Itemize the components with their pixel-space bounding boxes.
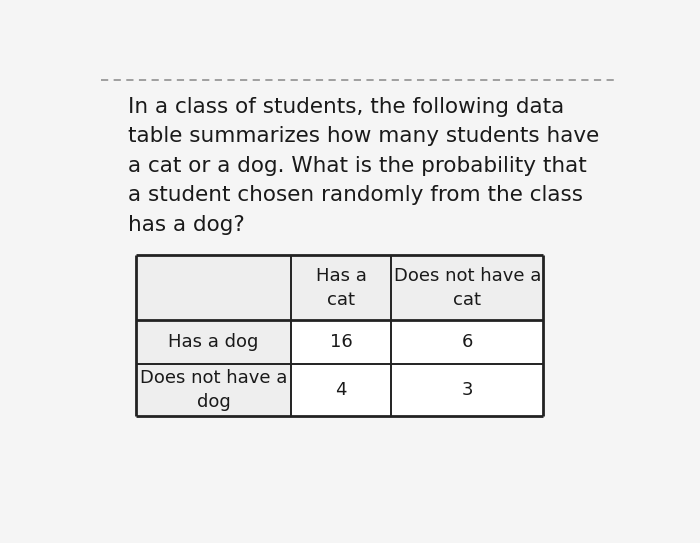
- Text: Does not have a
dog: Does not have a dog: [140, 369, 287, 412]
- Bar: [136, 320, 291, 364]
- Bar: [136, 364, 291, 416]
- Bar: [291, 255, 391, 320]
- Bar: [291, 320, 391, 364]
- Bar: [391, 320, 543, 364]
- Text: 4: 4: [335, 381, 347, 399]
- Bar: [391, 255, 543, 320]
- Text: Has a
cat: Has a cat: [316, 267, 367, 309]
- Text: Does not have a
cat: Does not have a cat: [393, 267, 541, 309]
- Text: 6: 6: [461, 333, 473, 351]
- Bar: [291, 364, 391, 416]
- Bar: [136, 255, 291, 320]
- Text: In a class of students, the following data
table summarizes how many students ha: In a class of students, the following da…: [128, 97, 599, 235]
- Text: 16: 16: [330, 333, 353, 351]
- Text: 3: 3: [461, 381, 473, 399]
- Bar: [391, 364, 543, 416]
- Text: Has a dog: Has a dog: [169, 333, 259, 351]
